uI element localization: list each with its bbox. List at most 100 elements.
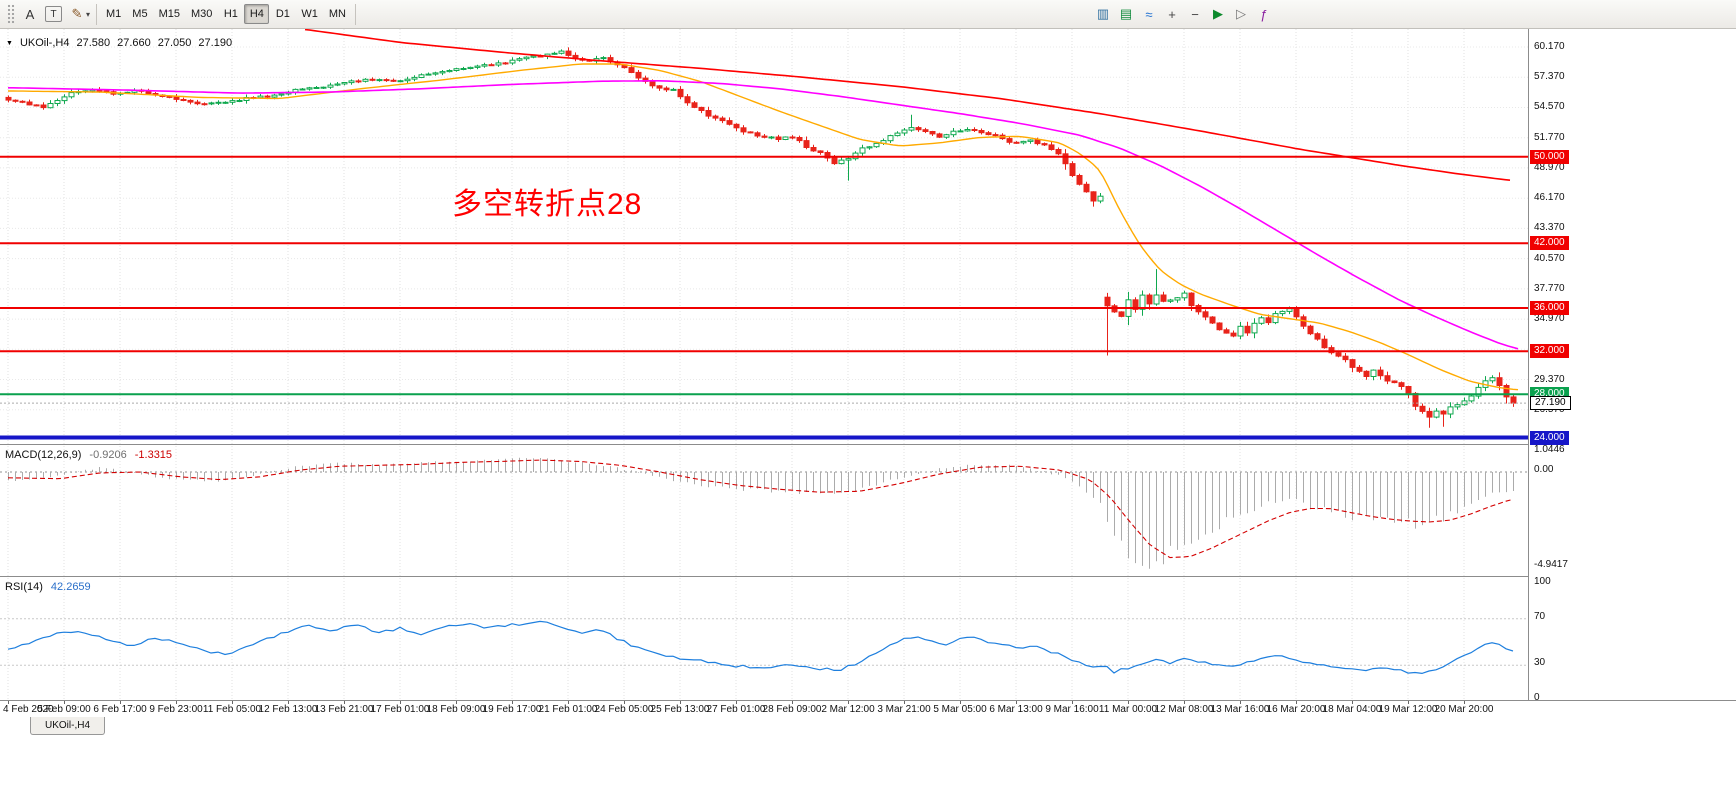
- time-axis-label: 20 Mar 20:00: [1434, 704, 1494, 715]
- time-axis-tick: [1296, 701, 1297, 704]
- price-axis[interactable]: 60.170 57.370 54.570 51.770 48.970 46.170 43.3…: [1528, 29, 1736, 703]
- toolbar-left-icons: A T ✎ ▾: [19, 3, 92, 25]
- price-high: 27.660: [117, 37, 151, 49]
- time-axis-tick: [288, 701, 289, 704]
- time-axis-label: 16 Mar 20:00: [1266, 704, 1326, 715]
- price-line-badge: 24.000: [1530, 430, 1569, 445]
- time-axis-tick: [1072, 701, 1073, 704]
- time-axis-tick: [512, 701, 513, 704]
- price-axis-label: 48.970: [1534, 161, 1565, 173]
- macd-panel[interactable]: MACD(12,26,9) -0.9206 -1.3315: [0, 444, 1528, 576]
- price-open: 27.580: [76, 37, 111, 49]
- time-axis-label: 6 Feb 17:00: [93, 704, 147, 715]
- time-axis-label: 24 Feb 05:00: [594, 704, 654, 715]
- time-axis-label: 17 Feb 01:00: [370, 704, 430, 715]
- timeframe-d1[interactable]: D1: [275, 8, 290, 20]
- dropdown-caret-icon[interactable]: ▾: [86, 9, 91, 19]
- time-axis-label: 19 Feb 17:00: [482, 704, 542, 715]
- time-axis-tick: [680, 701, 681, 704]
- chart-tab[interactable]: UKOil-,H4: [30, 717, 106, 735]
- macd-main-value: -0.9206: [89, 449, 127, 461]
- price-axis-label: 46.170: [1534, 192, 1565, 204]
- time-axis-label: 13 Feb 21:00: [314, 704, 374, 715]
- current-price-badge: 27.190: [1530, 396, 1571, 411]
- time-axis-tick: [1240, 701, 1241, 704]
- timeframe-h4[interactable]: H4: [244, 4, 270, 24]
- price-axis-label: 43.370: [1534, 222, 1565, 234]
- time-axis-tick: [904, 701, 905, 704]
- time-axis-label: 2 Mar 12:00: [821, 704, 875, 715]
- text-label-tool-icon[interactable]: T: [45, 6, 62, 22]
- timeframe-m5[interactable]: M5: [132, 8, 148, 20]
- toolbar-separator: [96, 3, 98, 25]
- text-tool-icon[interactable]: A: [25, 6, 35, 22]
- time-axis-label: 13 Mar 16:00: [1210, 704, 1270, 715]
- macd-signal-value: -1.3315: [134, 449, 173, 461]
- auto-scroll-icon[interactable]: ▶: [1213, 6, 1223, 21]
- price-axis-label: 54.570: [1534, 101, 1565, 113]
- time-axis-tick: [1128, 701, 1129, 704]
- rsi-label: RSI(14) 42.2659: [5, 581, 91, 593]
- rsi-axis-label: 30: [1534, 657, 1546, 669]
- price-axis-label: 51.770: [1534, 131, 1565, 143]
- chart-shift-icon[interactable]: ▷: [1236, 6, 1246, 21]
- bar-chart-icon[interactable]: ▥: [1096, 6, 1110, 21]
- timeframe-w1[interactable]: W1: [301, 8, 318, 20]
- time-axis-tick: [1184, 701, 1185, 704]
- price-axis-label: 57.370: [1534, 71, 1565, 83]
- annotation-text[interactable]: 多空转折点28: [452, 188, 643, 221]
- price-panel[interactable]: ▼ UKOil-,H4 27.580 27.660 27.050 27.190 …: [0, 29, 1528, 444]
- timeframe-m15[interactable]: M15: [158, 8, 180, 20]
- symbol-marker-icon: ▼: [6, 39, 13, 47]
- time-axis-label: 19 Mar 12:00: [1378, 704, 1438, 715]
- timeframe-m1[interactable]: M1: [106, 8, 122, 20]
- macd-label: MACD(12,26,9) -0.9206 -1.3315: [5, 449, 172, 461]
- price-line-badge: 36.000: [1530, 300, 1569, 315]
- indicators-icon[interactable]: ƒ: [1260, 6, 1268, 22]
- time-axis-label: 28 Feb 09:00: [762, 704, 822, 715]
- time-axis-tick: [176, 701, 177, 704]
- time-axis-tick: [344, 701, 345, 704]
- time-axis-label: 4 Feb 2020: [3, 704, 54, 715]
- zoom-out-icon[interactable]: −: [1191, 6, 1199, 22]
- rsi-axis-label: 100: [1534, 576, 1551, 587]
- drawing-tool-icon[interactable]: ✎: [71, 6, 83, 21]
- time-axis-label: 9 Mar 16:00: [1045, 704, 1099, 715]
- time-axis-label: 11 Feb 05:00: [202, 704, 262, 715]
- time-axis-tick: [1464, 701, 1465, 704]
- toolbar-drag-handle[interactable]: [7, 4, 15, 24]
- zoom-in-icon[interactable]: +: [1168, 6, 1176, 22]
- time-axis-tick: [960, 701, 961, 704]
- time-axis-label: 12 Feb 13:00: [258, 704, 318, 715]
- price-axis-label: 29.370: [1534, 373, 1565, 385]
- rsi-chart-canvas: [0, 578, 1528, 700]
- rsi-panel[interactable]: RSI(14) 42.2659: [0, 576, 1528, 700]
- price-axis-label: 40.570: [1534, 252, 1565, 264]
- candlestick-chart-icon[interactable]: ▤: [1119, 6, 1133, 21]
- timeframe-m30[interactable]: M30: [190, 8, 213, 20]
- time-axis-label: 12 Mar 08:00: [1154, 704, 1214, 715]
- time-axis-label: 21 Feb 01:00: [538, 704, 598, 715]
- time-axis-label: 3 Mar 21:00: [877, 704, 931, 715]
- rsi-value: 42.2659: [50, 581, 91, 593]
- time-axis-tick: [848, 701, 849, 704]
- price-line-badge: 42.000: [1530, 236, 1569, 251]
- rsi-name: RSI(14): [5, 581, 43, 593]
- time-axis-label: 5 Mar 05:00: [933, 704, 987, 715]
- time-axis: 4 Feb 2020 5 Feb 09:00 6 Feb 17:00 9 Feb 23…: [0, 700, 1736, 716]
- time-axis-label: 5 Feb 09:00: [37, 704, 91, 715]
- macd-axis-label: 0.00: [1534, 464, 1554, 475]
- ohlc-header: ▼ UKOil-,H4 27.580 27.660 27.050 27.190: [6, 37, 232, 49]
- time-axis-label: 18 Mar 04:00: [1322, 704, 1382, 715]
- price-line-badge: 50.000: [1530, 149, 1569, 164]
- time-axis-tick: [736, 701, 737, 704]
- price-chart-canvas: [0, 29, 1528, 444]
- timeframe-mn[interactable]: MN: [328, 8, 346, 20]
- price-axis-label: 34.970: [1534, 313, 1565, 325]
- toolbar-right-icons: ▥ ▤ ≈ + − ▶ ▷ ƒ: [1092, 3, 1275, 25]
- timeframe-h1[interactable]: H1: [223, 8, 238, 20]
- time-axis-tick: [624, 701, 625, 704]
- price-close: 27.190: [198, 37, 233, 49]
- line-chart-icon[interactable]: ≈: [1145, 6, 1153, 22]
